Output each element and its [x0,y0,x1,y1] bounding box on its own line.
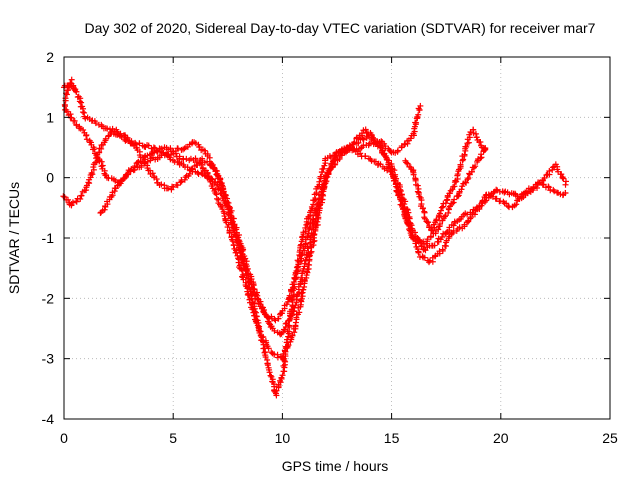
x-tick-label: 5 [169,430,177,446]
x-tick-label: 20 [493,430,509,446]
series-track-f [62,76,79,104]
chart-title: Day 302 of 2020, Sidereal Day-to-day VTE… [85,20,596,36]
y-tick-label: 0 [46,170,54,186]
series-track-e [402,126,489,234]
x-tick-label: 0 [60,430,68,446]
y-tick-label: -2 [42,290,55,306]
y-tick-label: -1 [42,230,55,246]
y-tick-label: -3 [42,351,55,367]
y-tick-label: 1 [46,109,54,125]
x-axis-ticks: 0 5 10 15 20 25 [60,57,618,446]
x-tick-label: 25 [602,430,618,446]
x-tick-label: 10 [275,430,291,446]
grid-lines [64,57,610,419]
x-axis-label: GPS time / hours [282,458,389,474]
y-tick-label: -4 [42,411,55,427]
series-track-d [97,133,569,338]
data-points [60,76,569,399]
x-tick-label: 15 [384,430,400,446]
y-axis-ticks: -4 -3 -2 -1 0 1 2 [42,49,610,427]
y-tick-label: 2 [46,49,54,65]
y-axis-label: SDTVAR / TECUs [6,182,22,294]
